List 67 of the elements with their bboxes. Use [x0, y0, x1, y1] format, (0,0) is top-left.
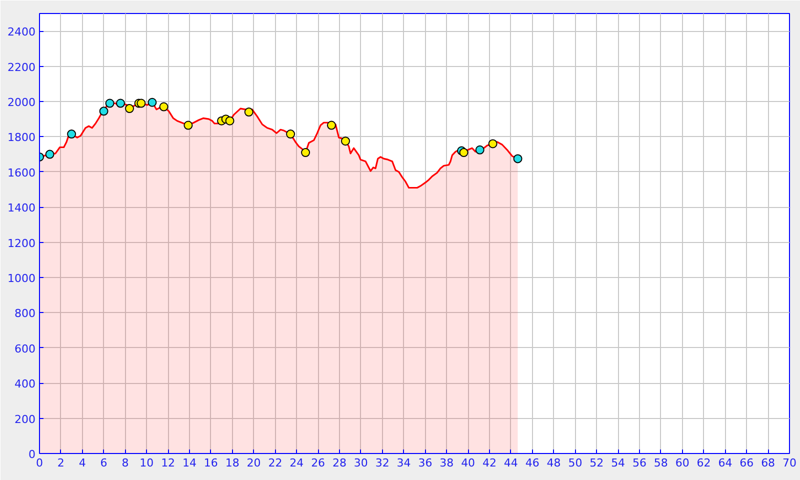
x-tick-label: 22 — [268, 456, 282, 470]
point — [301, 148, 310, 158]
x-tick-label: 66 — [740, 456, 754, 470]
point — [116, 98, 125, 108]
x-tick-label: 40 — [461, 456, 476, 470]
y-tick-label: 1200 — [8, 236, 36, 250]
y-tick-label: 1600 — [8, 166, 36, 180]
x-tick-label: 2 — [57, 456, 64, 470]
point — [513, 154, 522, 164]
y-tick-label: 0 — [28, 448, 36, 461]
x-tick-label: 50 — [568, 456, 582, 470]
x-tick-label: 32 — [375, 456, 390, 470]
x-tick-label: 8 — [122, 456, 129, 470]
point — [148, 98, 157, 107]
x-tick-label: 20 — [246, 456, 261, 470]
x-tick-label: 14 — [182, 456, 196, 470]
x-tick-label: 10 — [140, 456, 154, 470]
x-tick-label: 6 — [100, 456, 108, 470]
x-tick-label: 54 — [611, 456, 626, 470]
x-tick-label: 46 — [525, 456, 540, 470]
x-tick-label: 70 — [782, 456, 796, 470]
point — [136, 98, 146, 108]
y-tick-label: 1800 — [8, 131, 36, 144]
y-tick-label: 800 — [14, 307, 36, 320]
point — [105, 98, 114, 108]
x-tick-label: 34 — [396, 456, 411, 470]
x-tick-label: 26 — [311, 456, 326, 470]
x-tick-label: 64 — [718, 456, 732, 470]
y-tick-label: 400 — [14, 378, 36, 391]
x-tick-label: 44 — [504, 456, 518, 470]
point — [159, 102, 168, 112]
point — [286, 130, 296, 139]
point — [225, 116, 234, 126]
y-tick-label: 200 — [14, 412, 36, 426]
x-tick-label: 28 — [332, 456, 346, 470]
x-tick-label: 30 — [354, 456, 368, 470]
x-tick-label: 16 — [204, 456, 218, 470]
point — [67, 130, 76, 139]
x-tick-label: 36 — [418, 456, 432, 470]
x-tick-label: 68 — [761, 456, 776, 470]
x-tick-label: 4 — [78, 456, 86, 470]
x-tick-label: 58 — [654, 456, 668, 470]
x-tick-label: 62 — [696, 456, 711, 470]
point — [244, 108, 254, 117]
point — [475, 145, 484, 154]
x-tick-label: 42 — [482, 456, 496, 470]
x-tick-label: 12 — [161, 456, 176, 470]
point — [326, 120, 336, 130]
y-tick-label: 2200 — [8, 60, 36, 74]
y-tick-label: 600 — [14, 342, 36, 356]
point — [45, 150, 54, 159]
x-tick-label: 48 — [546, 456, 561, 470]
y-tick-label: 2400 — [8, 26, 36, 39]
y-tick-label: 2000 — [8, 96, 36, 109]
x-tick-label: 24 — [290, 456, 304, 470]
x-tick-label: 38 — [440, 456, 454, 470]
point — [341, 136, 350, 146]
x-tick-label: 56 — [632, 456, 646, 470]
point — [184, 120, 193, 130]
point — [99, 106, 108, 116]
x-tick-label: 52 — [590, 456, 604, 470]
point — [488, 139, 498, 148]
x-tick-label: 60 — [675, 456, 690, 470]
y-tick-label: 1000 — [8, 272, 36, 285]
point — [125, 104, 134, 114]
y-tick-label: 1400 — [8, 202, 36, 215]
x-tick-label: 18 — [225, 456, 240, 470]
